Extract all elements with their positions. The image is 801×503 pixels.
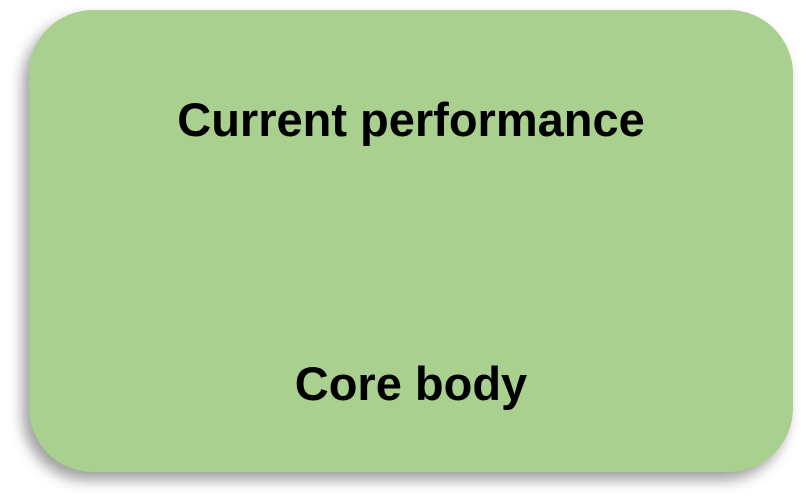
box-subtitle: Core body (294, 357, 528, 410)
diagram-box: Current performance Core body (29, 10, 793, 472)
box-title: Current performance (177, 93, 645, 146)
